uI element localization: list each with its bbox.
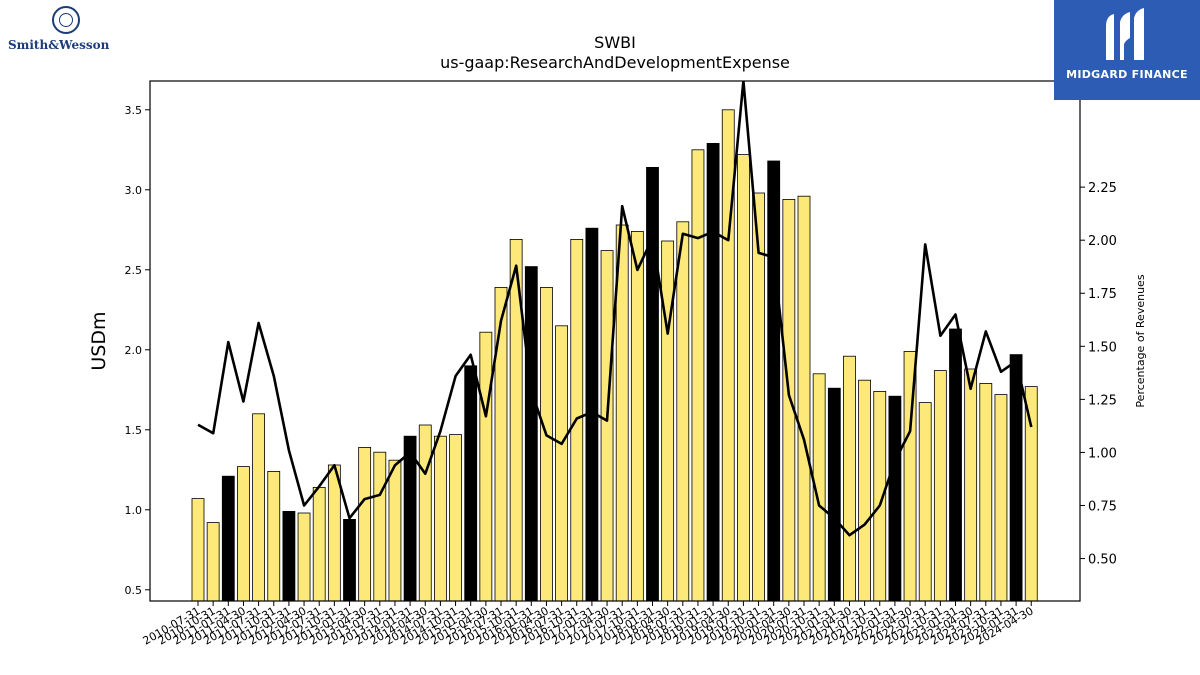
y-axis-label: USDm	[88, 311, 110, 370]
y-tick-label: 2.5	[125, 264, 143, 277]
bar	[267, 470, 281, 601]
bar	[237, 466, 250, 601]
y-tick-label: 2.0	[125, 344, 143, 357]
y2-tick-label: 1.50	[1088, 340, 1117, 355]
bar	[782, 198, 796, 601]
bar	[888, 395, 902, 601]
bar	[524, 266, 538, 601]
bar	[418, 424, 432, 601]
bar	[297, 512, 311, 601]
bar	[873, 390, 887, 601]
smith-wesson-logo: Smith&Wesson	[6, 6, 128, 56]
bar	[918, 402, 932, 601]
bar	[600, 250, 614, 601]
bar	[494, 286, 508, 601]
y2-tick-label: 0.75	[1088, 499, 1117, 514]
y-tick-label: 3.0	[125, 184, 143, 197]
bar	[479, 331, 493, 601]
bar	[343, 519, 356, 601]
bar	[964, 368, 978, 601]
bar	[464, 365, 478, 601]
bar	[843, 355, 856, 601]
bar	[191, 498, 205, 601]
logo-brand: MIDGARD FINANCE	[1066, 68, 1188, 81]
y-tick-label: 1.5	[125, 424, 143, 437]
bar	[706, 142, 720, 601]
bar	[221, 475, 235, 601]
bar	[615, 224, 629, 601]
midgard-m-icon	[1106, 8, 1144, 60]
y-tick-label: 3.5	[125, 104, 143, 117]
bar	[933, 370, 947, 601]
bar	[661, 240, 675, 601]
bar	[509, 238, 523, 601]
chart-subtitle: us-gaap:ResearchAndDevelopmentExpense	[440, 53, 790, 72]
bar	[403, 435, 417, 601]
logo-wordmark: Smith&Wesson	[8, 38, 110, 52]
bar	[630, 230, 644, 601]
bar	[676, 221, 690, 601]
midgard-finance-logo: MIDGARD FINANCE	[1054, 0, 1200, 100]
y2-tick-label: 0.50	[1088, 553, 1117, 568]
y-tick-label: 1.0	[125, 504, 143, 517]
bar	[282, 510, 296, 601]
plot-frame	[149, 80, 1081, 602]
bar	[646, 166, 659, 601]
bar	[555, 325, 568, 601]
bar	[1009, 354, 1023, 601]
seal-icon	[52, 6, 80, 34]
bar	[1024, 386, 1038, 601]
bar	[797, 195, 811, 601]
bar	[388, 459, 402, 601]
bar	[737, 154, 750, 601]
bar	[312, 486, 326, 601]
bar	[433, 435, 447, 601]
bar	[979, 382, 993, 601]
y2-tick-label: 2.25	[1088, 181, 1117, 196]
bar	[767, 160, 781, 601]
bar	[358, 446, 372, 601]
y-tick-label: 0.5	[125, 584, 143, 597]
y2-tick-label: 1.75	[1088, 287, 1117, 302]
bar	[858, 379, 871, 601]
y2-axis-label: Percentage of Revenues	[1134, 274, 1147, 407]
bar	[327, 464, 341, 601]
y2-tick-label: 2.00	[1088, 234, 1117, 249]
bar	[206, 522, 220, 601]
bar	[721, 109, 735, 601]
bar	[252, 413, 266, 601]
bar	[373, 451, 387, 601]
chart-title: SWBI	[594, 33, 636, 52]
bar	[691, 149, 705, 601]
y2-tick-label: 1.00	[1088, 446, 1117, 461]
bar	[903, 350, 917, 601]
bar	[752, 192, 765, 601]
bar	[540, 286, 553, 601]
bar	[827, 387, 841, 601]
bar	[949, 328, 962, 601]
bar	[994, 394, 1008, 601]
series-line	[197, 81, 1033, 537]
y2-tick-label: 1.25	[1088, 393, 1117, 408]
bar	[449, 434, 462, 601]
